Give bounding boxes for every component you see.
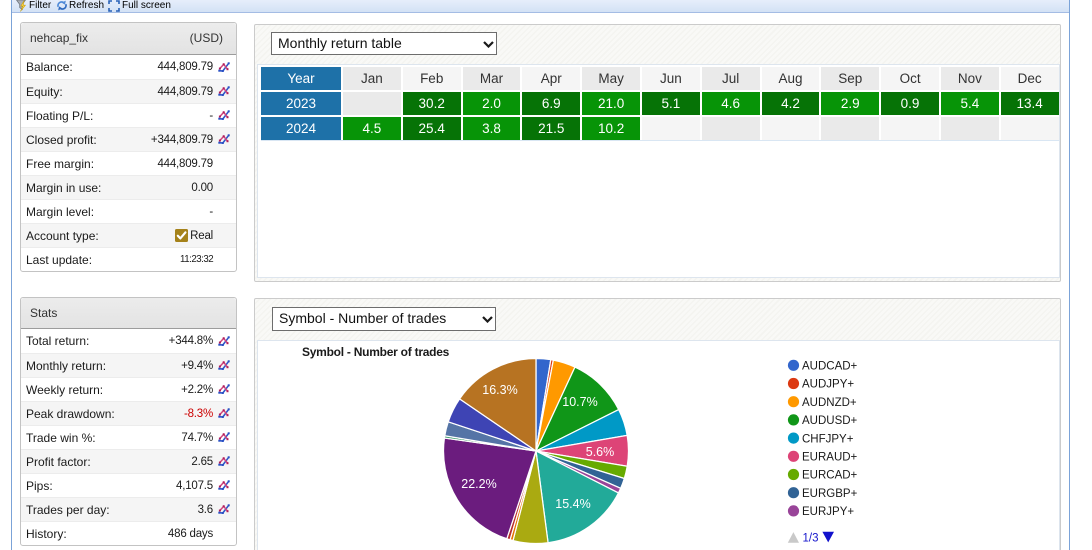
svg-text:EURJPY+: EURJPY+ — [802, 506, 854, 518]
svg-text:15.4%: 15.4% — [555, 497, 590, 511]
svg-text:AUDCAD+: AUDCAD+ — [802, 361, 858, 373]
svg-text:10.7%: 10.7% — [562, 395, 597, 409]
svg-text:Symbol - Number of trades: Symbol - Number of trades — [302, 345, 450, 359]
svg-text:AUDNZD+: AUDNZD+ — [802, 397, 857, 409]
svg-text:CHFJPY+: CHFJPY+ — [802, 433, 854, 445]
svg-text:5.6%: 5.6% — [586, 445, 615, 459]
svg-text:AUDUSD+: AUDUSD+ — [802, 415, 858, 427]
svg-text:EURGBP+: EURGBP+ — [802, 488, 858, 500]
svg-text:16.3%: 16.3% — [482, 383, 517, 397]
svg-text:EURCAD+: EURCAD+ — [802, 470, 858, 482]
svg-text:EURAUD+: EURAUD+ — [802, 452, 858, 464]
svg-text:22.2%: 22.2% — [461, 477, 496, 491]
svg-text:1/3: 1/3 — [803, 533, 819, 545]
svg-text:AUDJPY+: AUDJPY+ — [802, 379, 854, 391]
